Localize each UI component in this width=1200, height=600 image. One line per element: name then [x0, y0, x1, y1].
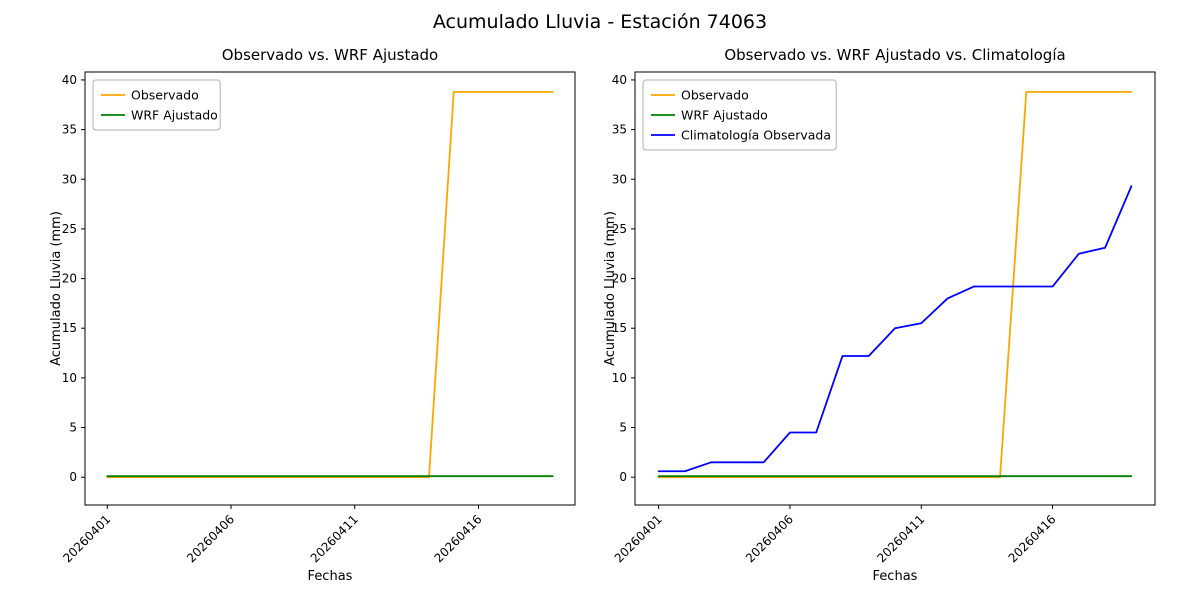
- x-tick-label: 20260401: [612, 512, 665, 565]
- y-tick-label: 30: [612, 172, 627, 186]
- legend-box: [92, 79, 221, 131]
- series-line-observado: [657, 90, 1133, 479]
- y-tick-label: 15: [62, 321, 77, 335]
- x-tick-label: 20260411: [874, 512, 927, 565]
- y-axis-label: Acumulado Lluvia (mm): [49, 211, 64, 366]
- y-tick-label: 0: [69, 470, 77, 484]
- chart-canvas: 0 5 10 15 20 25 30 35 40 20260401 20260406 20260411…: [603, 46, 1156, 584]
- y-tick-label: 20: [62, 272, 77, 286]
- y-tick-label: 40: [62, 73, 77, 87]
- subplot-observado-vs-wrf: 0 5 10 15 20 25 30 35 40 20260401 20260406 20260411…: [0, 40, 600, 600]
- axes-border: [634, 71, 1156, 506]
- legend-label-observado: Observado: [681, 88, 749, 103]
- legend-label-wrf-ajustado: WRF Ajustado: [681, 108, 768, 123]
- y-tick-label: 30: [62, 172, 77, 186]
- y-tick-label: 40: [612, 73, 627, 87]
- x-axis-label: Fechas: [873, 569, 918, 584]
- y-tick-label: 5: [69, 421, 77, 435]
- axes-border: [84, 71, 576, 506]
- y-tick-label: 15: [612, 321, 627, 335]
- series-line-observado: [106, 90, 554, 479]
- subplot-title: Observado vs. WRF Ajustado: [222, 46, 438, 64]
- legend-label-climatolog-a-observada: Climatología Observada: [681, 128, 831, 143]
- legend-label-observado: Observado: [131, 88, 199, 103]
- chart-canvas: 0 5 10 15 20 25 30 35 40 20260401 20260406 20260411…: [49, 46, 576, 584]
- y-tick-label: 10: [62, 371, 77, 385]
- y-axis-label: Acumulado Lluvia (mm): [603, 211, 618, 366]
- legend-box: [642, 79, 837, 151]
- y-tick-label: 10: [612, 371, 627, 385]
- y-tick-label: 20: [612, 272, 627, 286]
- y-tick-label: 35: [62, 123, 77, 137]
- subplot-title: Observado vs. WRF Ajustado vs. Climatolo…: [724, 46, 1065, 64]
- y-tick-label: 25: [62, 222, 77, 236]
- x-tick-label: 20260416: [1006, 512, 1059, 565]
- y-tick-label: 0: [619, 470, 627, 484]
- x-axis-label: Fechas: [308, 569, 353, 584]
- y-tick-label: 35: [612, 123, 627, 137]
- x-tick-label: 20260401: [60, 512, 113, 565]
- x-tick-label: 20260406: [743, 512, 796, 565]
- legend-label-wrf-ajustado: WRF Ajustado: [131, 108, 218, 123]
- y-tick-label: 25: [612, 222, 627, 236]
- subplot-observado-vs-wrf-vs-climatologia: 0 5 10 15 20 25 30 35 40 20260401 20260406 20260411…: [600, 40, 1200, 600]
- x-tick-label: 20260411: [308, 512, 361, 565]
- y-tick-label: 5: [619, 421, 627, 435]
- series-line-climatolog-a-observada: [657, 185, 1133, 473]
- figure-title: Acumulado Lluvia - Estación 74063: [432, 11, 768, 33]
- x-tick-label: 20260416: [432, 512, 485, 565]
- x-tick-label: 20260406: [184, 512, 237, 565]
